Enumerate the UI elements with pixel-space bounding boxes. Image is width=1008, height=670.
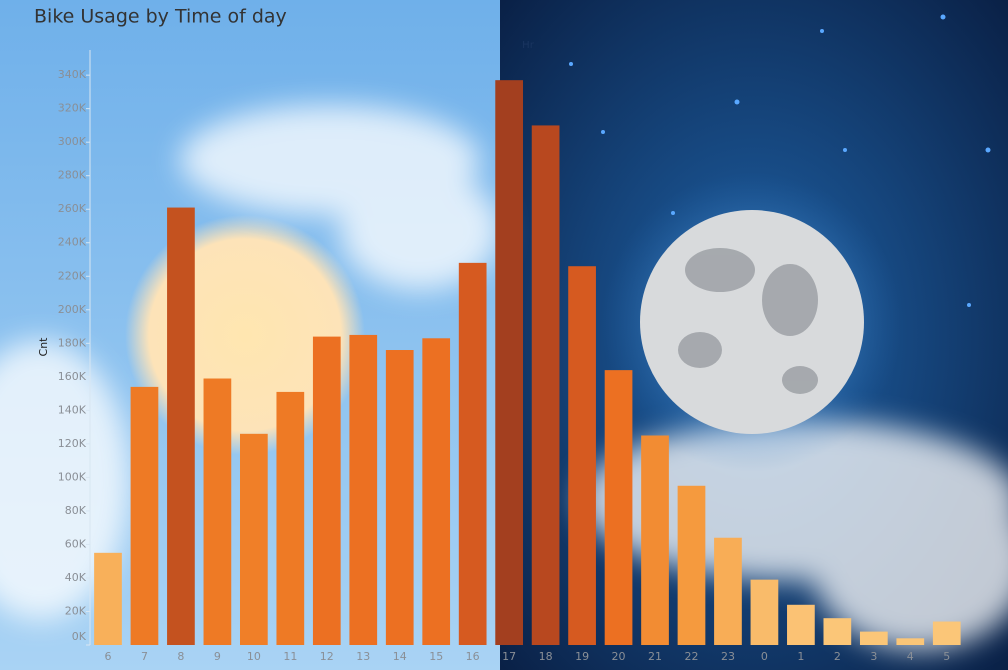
x-tick-label: 15 — [429, 650, 443, 663]
y-tick-label: 280K — [58, 169, 87, 182]
bar — [787, 604, 815, 645]
bar — [677, 485, 706, 645]
y-tick-label: 220K — [58, 269, 87, 282]
x-tick-label: 1 — [797, 650, 804, 663]
x-tick-label: 0 — [761, 650, 768, 663]
y-tick-label: 320K — [58, 102, 87, 115]
x-tick-label: 4 — [907, 650, 914, 663]
bar — [604, 370, 633, 645]
bar — [203, 378, 232, 645]
x-tick-label: 6 — [104, 650, 111, 663]
x-tick-label: 2 — [834, 650, 841, 663]
x-tick-label: 18 — [539, 650, 553, 663]
bar — [714, 537, 742, 645]
x-tick-label: 12 — [320, 650, 334, 663]
bar — [276, 391, 305, 645]
bar — [859, 631, 888, 645]
y-tick-label: 300K — [58, 135, 87, 148]
y-tick-label: 240K — [58, 236, 87, 249]
x-tick-label: 11 — [283, 650, 297, 663]
bar — [458, 262, 487, 645]
bar — [385, 350, 414, 645]
x-tick-label: 21 — [648, 650, 662, 663]
x-tick-label: 10 — [247, 650, 261, 663]
bar — [349, 334, 378, 645]
y-tick-label: 260K — [58, 202, 87, 215]
x-tick-label: 3 — [870, 650, 877, 663]
bar — [94, 552, 122, 645]
x-tick-label: 19 — [575, 650, 589, 663]
x-tick-label: 5 — [943, 650, 950, 663]
bar — [932, 621, 961, 645]
x-tick-label: 8 — [177, 650, 184, 663]
y-tick-label: 20K — [65, 604, 87, 617]
bar — [750, 579, 779, 645]
y-tick-label: 200K — [58, 303, 87, 316]
bar — [641, 435, 669, 645]
bar — [167, 207, 195, 645]
bar — [568, 266, 596, 645]
bar — [130, 386, 159, 645]
y-tick-label: 0K — [72, 630, 87, 643]
bar — [495, 80, 523, 646]
y-tick-label: 160K — [58, 370, 87, 383]
bar — [312, 336, 341, 645]
x-tick-label: 16 — [466, 650, 480, 663]
bar — [896, 638, 925, 645]
x-tick-label: 23 — [721, 650, 735, 663]
y-tick-label: 80K — [65, 504, 87, 517]
y-tick-label: 60K — [65, 537, 87, 550]
bar — [240, 433, 268, 645]
bar — [823, 618, 852, 645]
y-tick-label: 340K — [58, 68, 87, 81]
y-tick-label: 40K — [65, 571, 87, 584]
x-tick-label: 20 — [612, 650, 626, 663]
y-axis-title: Cnt — [37, 337, 50, 357]
y-tick-label: 180K — [58, 336, 87, 349]
x-tick-label: 13 — [356, 650, 370, 663]
x-tick-label: 14 — [393, 650, 407, 663]
x-tick-label: 7 — [141, 650, 148, 663]
bar — [531, 125, 560, 645]
y-tick-label: 120K — [58, 437, 87, 450]
y-tick-label: 140K — [58, 403, 87, 416]
x-tick-label: 22 — [684, 650, 698, 663]
chart-title: Bike Usage by Time of day — [34, 6, 287, 28]
x-axis-title: Hr — [522, 40, 535, 51]
x-tick-label: 9 — [214, 650, 221, 663]
x-tick-label: 17 — [502, 650, 516, 663]
y-tick-label: 100K — [58, 470, 87, 483]
bar — [422, 338, 451, 645]
